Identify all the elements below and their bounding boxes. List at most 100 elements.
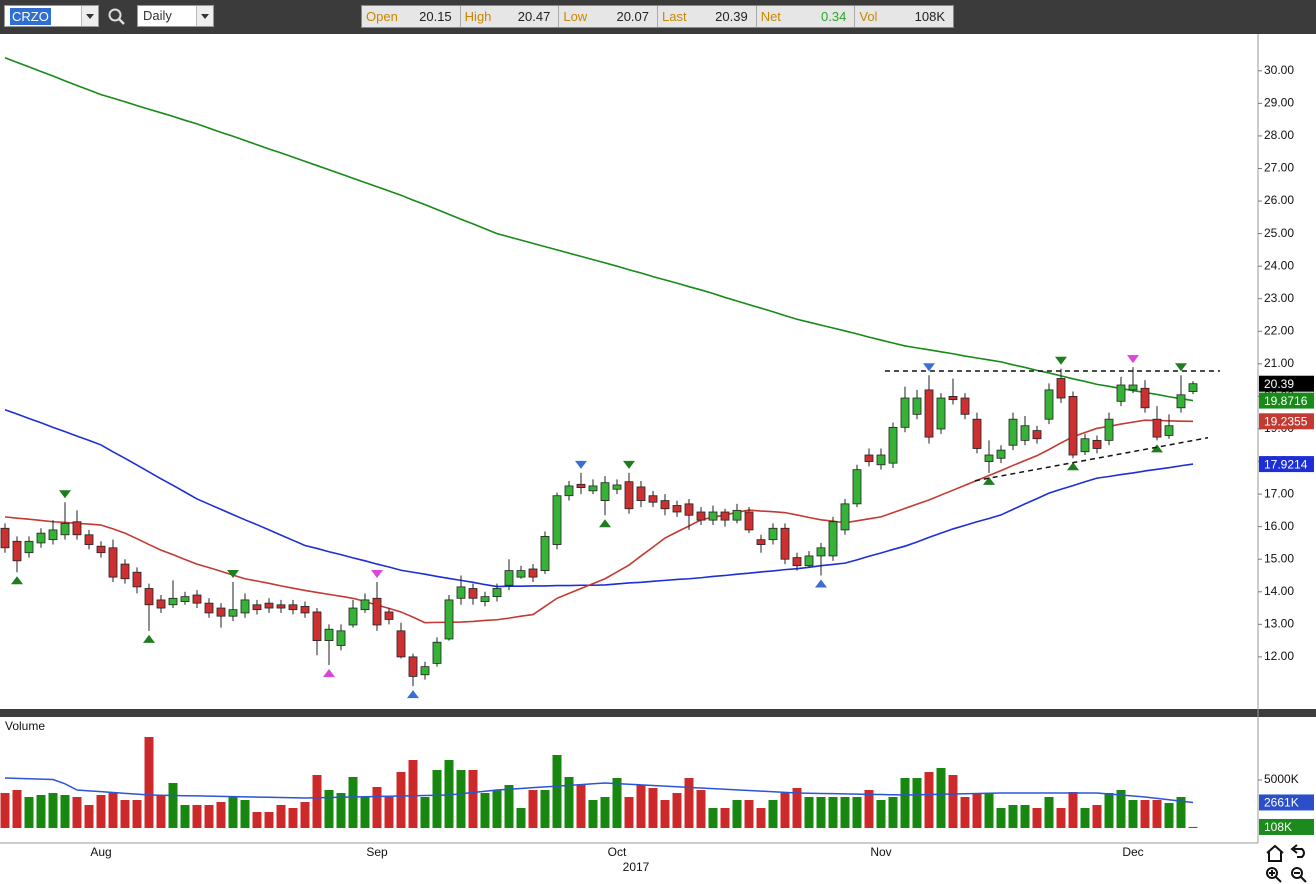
y-tick-label: 28.00 xyxy=(1264,128,1294,142)
dropdown[interactable] xyxy=(81,6,98,26)
volume-bar xyxy=(924,772,934,828)
candle-body xyxy=(288,604,298,611)
y-tick-label: 21.00 xyxy=(1264,356,1294,370)
volume-bar xyxy=(408,760,418,828)
quote-value: 0.34 xyxy=(821,9,847,24)
candle-body xyxy=(1068,396,1078,456)
moving-average-line xyxy=(4,57,1194,402)
candle-body xyxy=(576,483,586,488)
search-icon[interactable] xyxy=(107,7,127,27)
candle-body xyxy=(36,532,46,544)
candle-body xyxy=(1104,418,1114,441)
candle-body xyxy=(612,484,622,490)
candle-body xyxy=(1188,383,1198,392)
zoom-in-icon[interactable] xyxy=(1266,867,1282,883)
candle-body xyxy=(456,586,466,599)
candle-body xyxy=(240,599,250,614)
volume-bar xyxy=(264,811,274,828)
candle-body xyxy=(132,571,142,588)
quote-name: High xyxy=(464,9,492,24)
volume-bar xyxy=(936,768,946,828)
dropdown[interactable] xyxy=(196,6,213,26)
pivot-marker xyxy=(983,476,995,485)
volume-bar xyxy=(660,800,670,828)
volume-bar xyxy=(1080,808,1090,828)
back-icon[interactable] xyxy=(1290,844,1305,858)
interval-select[interactable]: Daily xyxy=(137,5,214,27)
candle-body xyxy=(384,611,394,620)
candle-body xyxy=(492,588,502,598)
candle-body xyxy=(636,486,646,501)
volume-bar xyxy=(456,770,466,828)
candle-body xyxy=(840,503,850,531)
candle-body xyxy=(756,539,766,545)
quote: Open 20.15 xyxy=(362,6,461,27)
y-tick-label: 17.00 xyxy=(1264,486,1294,500)
volume-bar xyxy=(588,800,598,828)
candle-body xyxy=(648,495,658,503)
pivot-marker xyxy=(143,634,155,643)
candle-body xyxy=(984,454,994,462)
candle-body xyxy=(216,607,226,617)
candle-body xyxy=(996,449,1006,459)
candle-body xyxy=(12,540,22,562)
candle-body xyxy=(0,527,10,549)
volume-bar xyxy=(1128,800,1138,828)
volume-bar xyxy=(348,777,358,828)
volume-bar xyxy=(576,785,586,828)
candle-body xyxy=(1116,384,1126,402)
quote-name: Last xyxy=(662,9,687,24)
candle-body xyxy=(396,630,406,658)
x-tick-label: Dec xyxy=(1122,845,1143,859)
volume-bar xyxy=(1164,803,1174,828)
volume-bar xyxy=(432,770,442,828)
candle-body xyxy=(660,500,670,510)
x-tick-label: Nov xyxy=(870,845,891,859)
y-tick-label: 22.00 xyxy=(1264,323,1294,337)
x-tick-label: Aug xyxy=(90,845,111,859)
volume-bar xyxy=(180,805,190,828)
volume-bar xyxy=(876,800,886,828)
quote: Vol 108K xyxy=(855,6,953,27)
volume-bar xyxy=(288,808,298,828)
volume-bar xyxy=(552,755,562,828)
symbol-input[interactable]: CRZO xyxy=(4,5,99,27)
volume-bar xyxy=(1140,800,1150,828)
y-tick-label: 12.00 xyxy=(1264,649,1294,663)
candle-body xyxy=(1080,438,1090,453)
candle-body xyxy=(816,547,826,557)
volume-bar xyxy=(36,795,46,828)
home-icon[interactable] xyxy=(1266,844,1284,862)
candle-body xyxy=(336,630,346,646)
candle-body xyxy=(156,599,166,609)
zoom-out-icon[interactable] xyxy=(1291,867,1307,883)
y-tick-label: 30.00 xyxy=(1264,63,1294,77)
candle-body xyxy=(828,521,838,557)
value-tag-label: 19.2355 xyxy=(1264,414,1308,428)
candle-body xyxy=(924,389,934,438)
volume-bar xyxy=(156,795,166,828)
candle-body xyxy=(864,454,874,462)
volume-bar xyxy=(444,760,454,828)
candle-body xyxy=(972,418,982,449)
volume-bar xyxy=(0,793,10,828)
candle-body xyxy=(528,568,538,578)
volume-bar xyxy=(108,793,118,828)
pivot-marker xyxy=(1175,363,1187,372)
value-tag xyxy=(1259,456,1314,473)
candle-body xyxy=(1164,425,1174,436)
volume-bar xyxy=(636,785,646,828)
volume-bar xyxy=(948,775,958,828)
volume-bar xyxy=(672,793,682,828)
volume-bar xyxy=(144,737,154,828)
volume-bar xyxy=(804,797,814,828)
value-tag xyxy=(1259,413,1314,430)
volume-bar xyxy=(648,788,658,828)
candle-body xyxy=(348,607,358,626)
quote-name: Open xyxy=(366,9,398,24)
volume-bar xyxy=(1008,805,1018,828)
volume-bar xyxy=(612,778,622,828)
candle-body xyxy=(432,641,442,664)
candle-body xyxy=(1140,387,1150,409)
